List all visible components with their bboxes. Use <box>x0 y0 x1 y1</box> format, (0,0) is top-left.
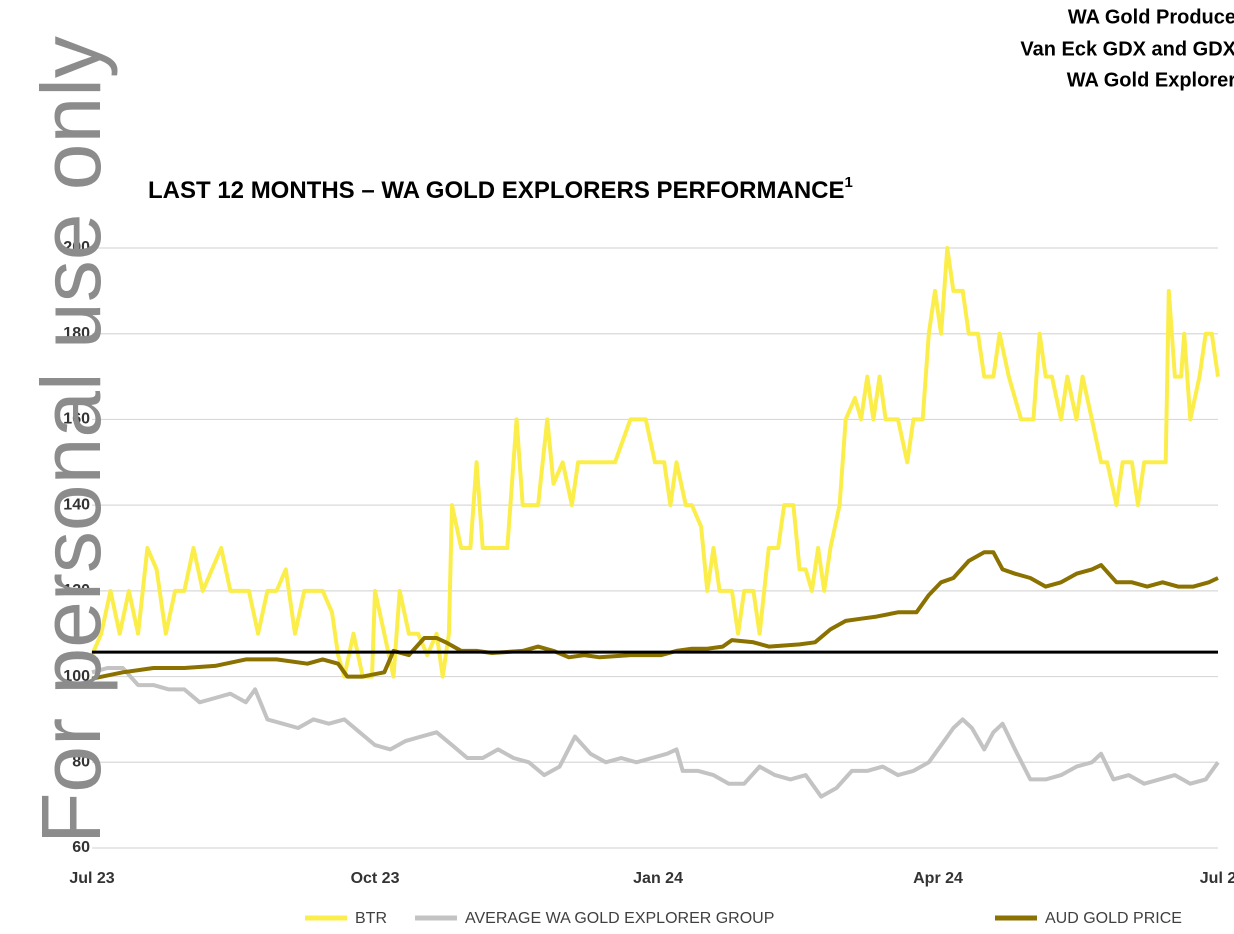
axes: 60 80 100 120 140 160 180 200 Jul 23 Oct 23 Jan 24… <box>63 239 1234 887</box>
grid <box>92 247 1218 849</box>
y-tick-label: 120 <box>63 582 90 599</box>
chart-title: LAST 12 MONTHS – WA GOLD EXPLORERS PERFO… <box>148 174 853 204</box>
y-tick-label: 80 <box>72 754 90 771</box>
y-tick-label: 180 <box>63 325 90 342</box>
legend-label: AUD GOLD PRICE <box>1045 910 1182 927</box>
watermark: For personal use only <box>24 36 118 844</box>
y-tick-label: 160 <box>63 411 90 428</box>
title-note: 1 <box>845 174 853 191</box>
x-tick-label: Oct 23 <box>351 870 400 887</box>
legend-label: AVERAGE WA GOLD EXPLORER GROUP <box>465 910 774 927</box>
x-tick-label: Jan 24 <box>633 870 683 887</box>
series-line <box>90 246 1220 679</box>
y-tick-label: 140 <box>63 496 90 513</box>
x-tick-label: Jul 2 <box>1200 870 1234 887</box>
series-line <box>91 666 1220 799</box>
legend: BTR AVERAGE WA GOLD EXPLORER GROUP AUD GOL… <box>305 910 1182 927</box>
y-tick-label: 100 <box>63 668 90 685</box>
y-tick-label: 60 <box>72 839 90 856</box>
header-line: WA Gold Produce <box>1068 6 1234 28</box>
header-line: WA Gold Explorer <box>1067 69 1234 91</box>
y-tick-label: 200 <box>63 239 90 256</box>
header: WA Gold Produce Van Eck GDX and GDX WA G… <box>1020 6 1234 91</box>
header-line: Van Eck GDX and GDX <box>1020 38 1234 60</box>
series-line <box>91 550 1219 681</box>
plot <box>90 246 1220 799</box>
x-tick-label: Apr 24 <box>913 870 963 887</box>
legend-label: BTR <box>355 910 387 927</box>
x-tick-label: Jul 23 <box>69 870 114 887</box>
title-text: LAST 12 MONTHS – WA GOLD EXPLORERS PERFO… <box>148 177 845 204</box>
